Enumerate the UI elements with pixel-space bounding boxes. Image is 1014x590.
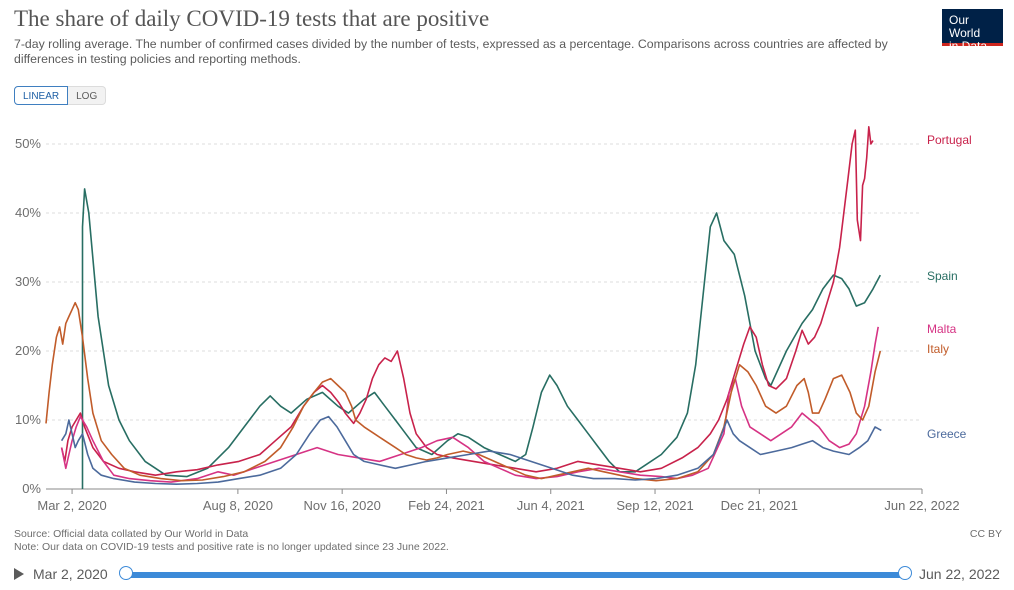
x-tick-label: Mar 2, 2020 [37,498,106,513]
legend-label-portugal: Portugal [927,133,972,147]
x-tick-label: Dec 21, 2021 [721,498,798,513]
y-tick-label: 10% [15,412,41,427]
y-gridlines [46,143,922,490]
x-tick-label: Aug 8, 2020 [203,498,273,513]
y-axis: 0% 10% 20% 30% 40% 50% [15,136,41,496]
timeline-end-label: Jun 22, 2022 [919,566,1000,582]
x-tick-label: Jun 22, 2022 [884,498,959,513]
x-tick-label: Feb 24, 2021 [408,498,485,513]
x-tick-label: Nov 16, 2020 [303,498,380,513]
series-line-italy [45,301,882,482]
series-legend: Spain Portugal Malta Italy Greece [927,133,972,441]
y-tick-label: 20% [15,343,41,358]
timeline-start-handle[interactable] [119,566,133,580]
logo-line-1: Our World [949,13,981,40]
source-note: Source: Official data collated by Our Wo… [14,528,249,540]
series-line-portugal [60,126,874,476]
chart-subtitle: 7-day rolling average. The number of con… [14,37,888,66]
x-axis: Mar 2, 2020 Aug 8, 2020 Nov 16, 2020 Feb 24… [37,489,960,513]
y-tick-label: 50% [15,136,41,151]
x-tick-label: Sep 12, 2021 [616,498,693,513]
y-tick-label: 0% [22,481,41,496]
data-note: Note: Our data on COVID-19 tests and pos… [14,541,449,553]
license-link[interactable]: CC BY [969,528,1002,540]
line-chart: 0% 10% 20% 30% 40% 50% Mar 2, 2020 Aug 8, 2020… [15,126,972,513]
y-tick-label: 30% [15,274,41,289]
series-lines [45,126,882,489]
series-line-malta [60,326,879,483]
legend-label-italy: Italy [927,342,949,356]
legend-label-spain: Spain [927,269,958,283]
owid-logo[interactable]: Our World in Data [942,9,1003,53]
chart-title: The share of daily COVID-19 tests that a… [14,6,490,31]
play-icon[interactable] [14,568,24,580]
timeline-start-label: Mar 2, 2020 [33,566,108,582]
timeline-track[interactable] [126,572,906,578]
timeline-end-handle[interactable] [898,566,912,580]
log-scale-button[interactable]: LOG [68,86,107,105]
series-line-greece [60,415,882,485]
x-tick-label: Jun 4, 2021 [517,498,585,513]
series-line-spain [81,188,882,489]
scale-toggle: LINEAR LOG [14,86,107,105]
logo-line-2: in Data [949,39,988,53]
timeline-slider: Mar 2, 2020 Jun 22, 2022 [0,560,1014,588]
legend-label-malta: Malta [927,322,957,336]
linear-scale-button[interactable]: LINEAR [14,86,69,105]
y-tick-label: 40% [15,205,41,220]
legend-label-greece: Greece [927,427,967,441]
